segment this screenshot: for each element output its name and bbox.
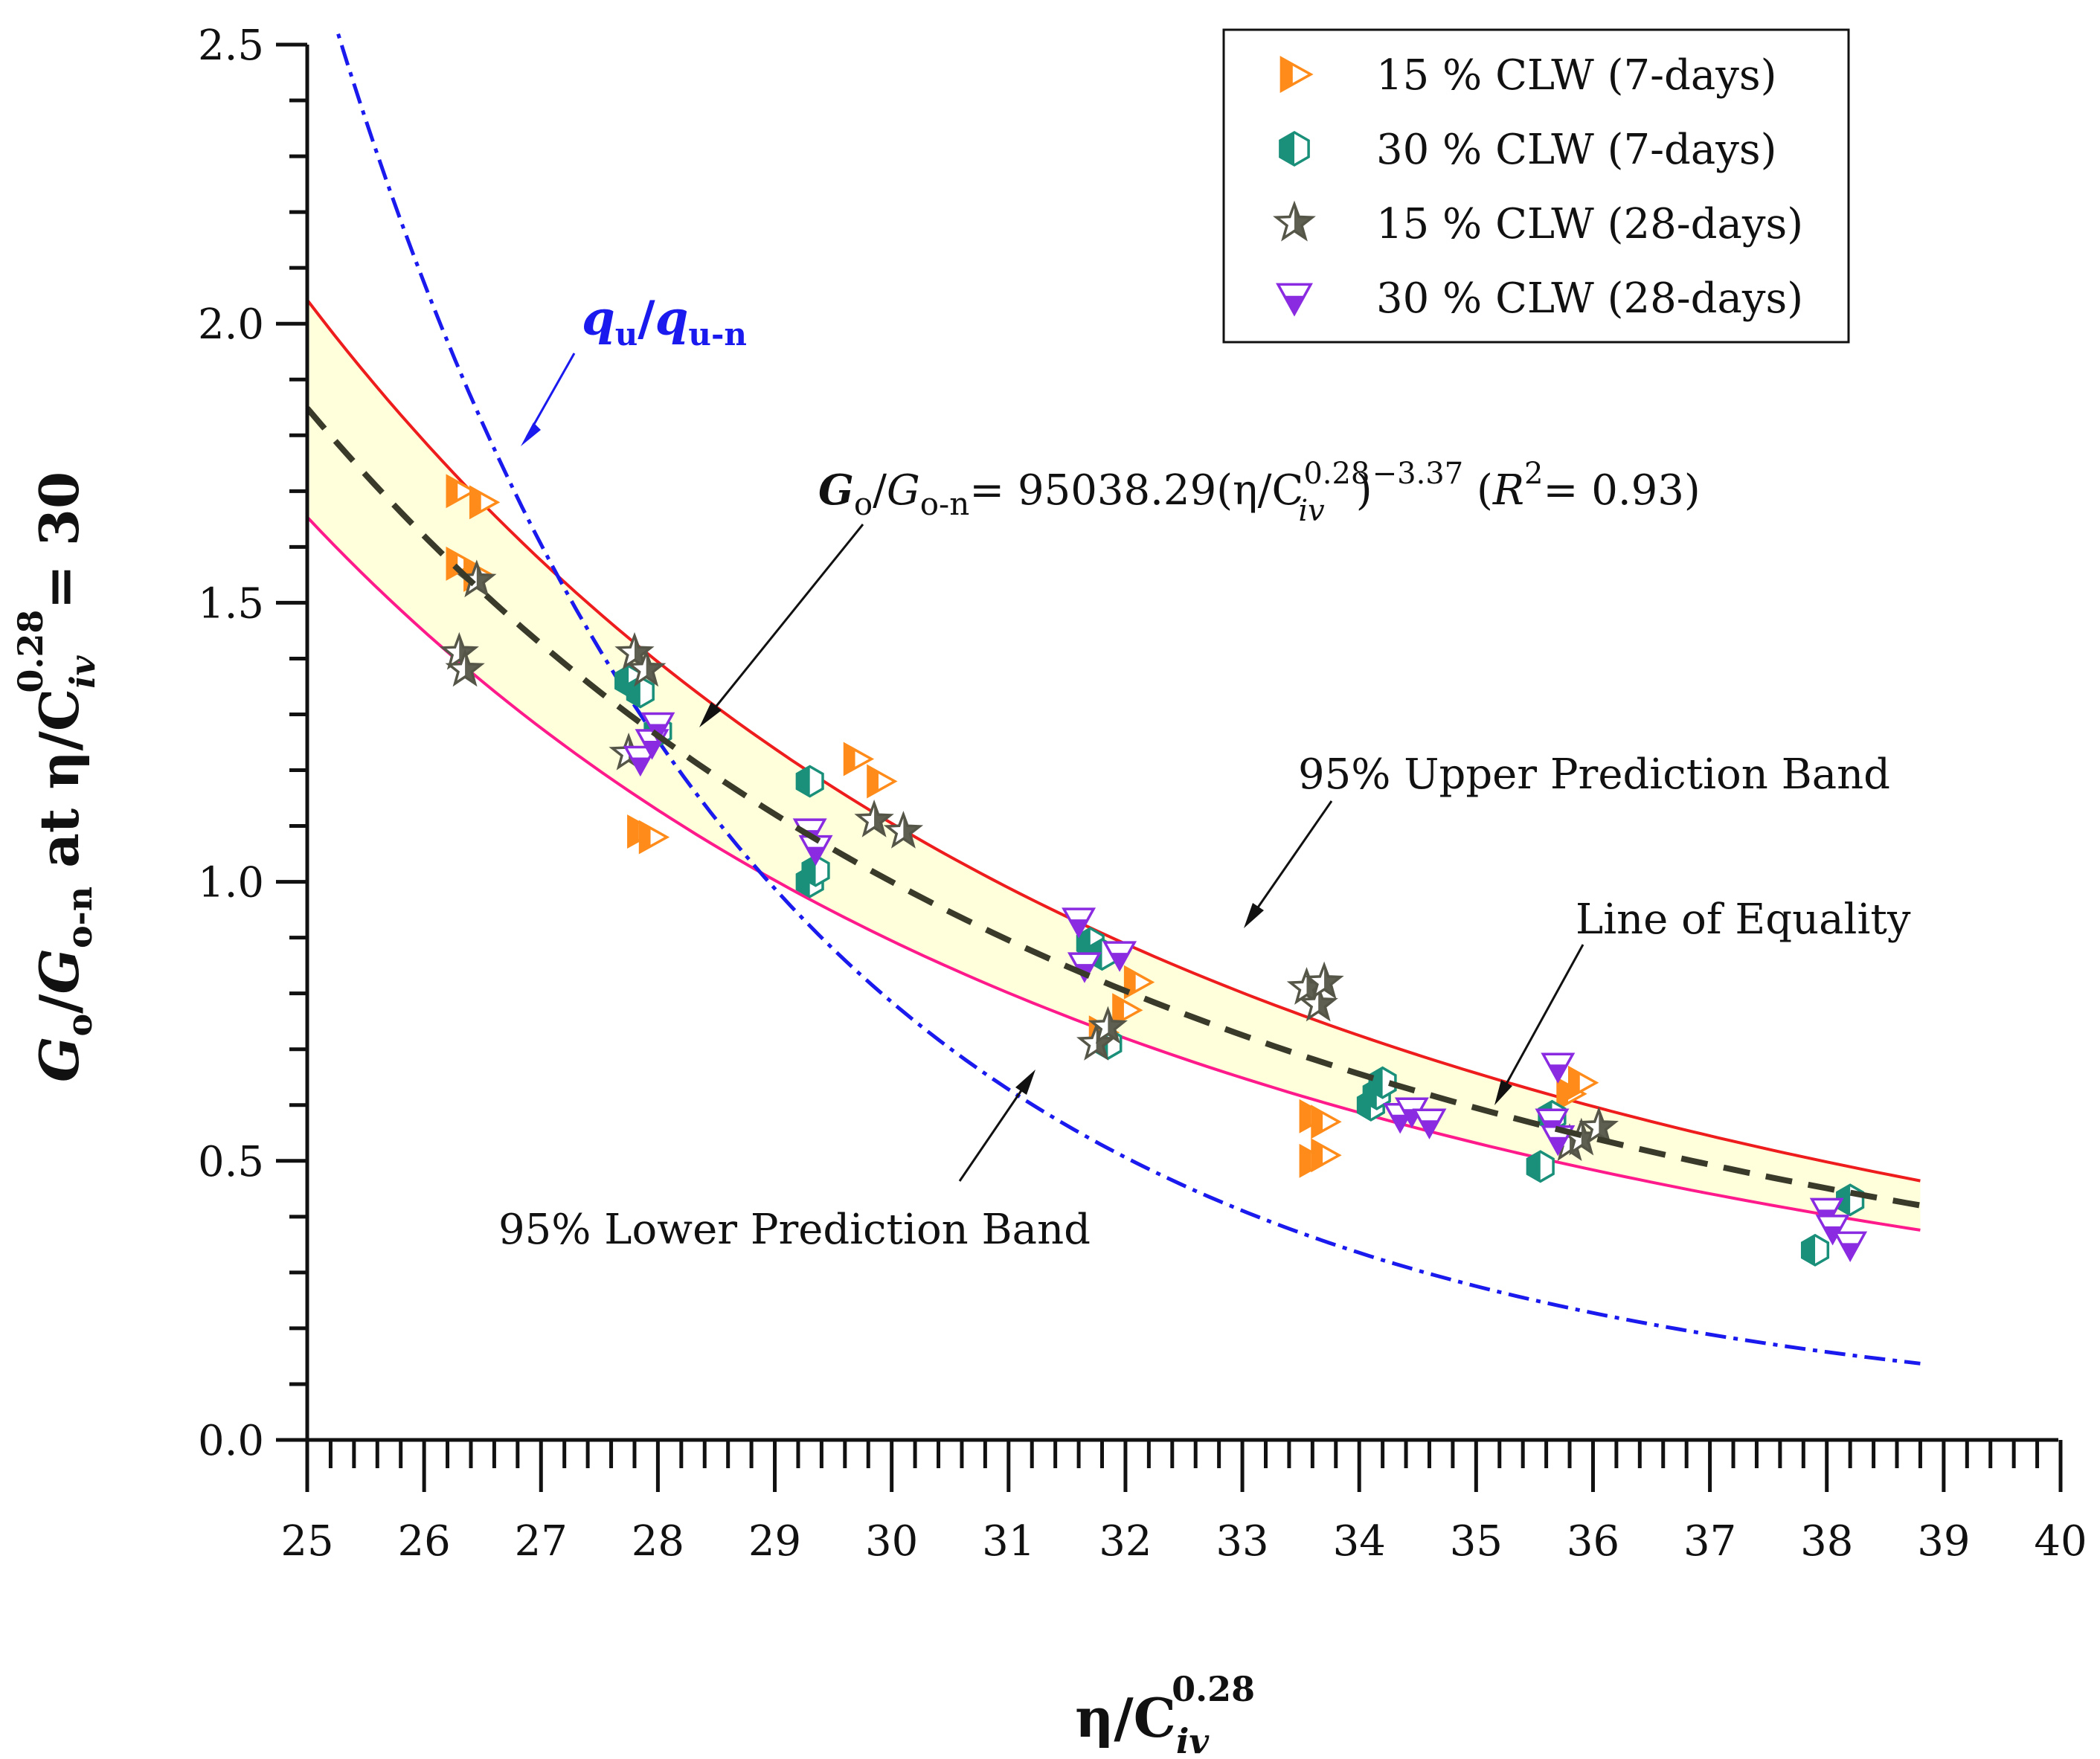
data-point-triangle-right bbox=[1568, 1065, 1599, 1100]
x-tick-label: 32 bbox=[1099, 1517, 1152, 1566]
qu-ratio-arrowhead bbox=[521, 422, 541, 446]
x-tick-label: 38 bbox=[1800, 1517, 1853, 1566]
y-tick-label: 1.0 bbox=[198, 859, 264, 907]
upper-band-label: 95% Upper Prediction Band bbox=[1298, 750, 1890, 799]
lower-band-arrow bbox=[958, 1080, 1030, 1182]
upper-band-arrowhead bbox=[1244, 903, 1264, 928]
legend-marker-triangle-down bbox=[1276, 283, 1313, 317]
data-point-star bbox=[854, 800, 894, 837]
data-point-hexagon bbox=[1526, 1150, 1555, 1183]
data-point-hexagon bbox=[1800, 1233, 1830, 1267]
data-point-triangle-right bbox=[1311, 1104, 1342, 1139]
equality-arrowhead bbox=[1494, 1080, 1512, 1105]
y-axis-title: Go/Go-n at η/Civ0.28= 30 bbox=[10, 472, 103, 1082]
upper-band-arrow bbox=[1250, 800, 1333, 918]
prediction-band-fill bbox=[307, 300, 1921, 1230]
equation-arrow bbox=[707, 524, 864, 717]
legend-marker-hexagon bbox=[1279, 130, 1310, 167]
lower-band-arrowhead bbox=[1015, 1070, 1035, 1095]
legend-label: 15 % CLW (7-days) bbox=[1376, 51, 1776, 100]
x-tick-label: 31 bbox=[982, 1517, 1035, 1566]
x-ticks: 25 26 27 28 29 30 31 32 33 34 35 36 37 38 39 40 bbox=[280, 1440, 2087, 1566]
data-point-triangle-right bbox=[1311, 1138, 1342, 1173]
data-point-triangle-right bbox=[469, 485, 501, 520]
x-tick-label: 36 bbox=[1567, 1517, 1619, 1566]
legend-label: 30 % CLW (28-days) bbox=[1376, 274, 1803, 323]
legend-box bbox=[1222, 28, 1850, 344]
data-point-triangle-right bbox=[867, 764, 898, 799]
equality-arrow bbox=[1500, 944, 1584, 1094]
data-point-triangle-right bbox=[638, 820, 670, 855]
axes bbox=[305, 45, 2058, 1442]
legend-marker-triangle-right bbox=[1279, 56, 1314, 93]
legend: 15 % CLW (7-days) 30 % CLW (7-days) 15 % C… bbox=[1222, 28, 1850, 344]
legend-label: 30 % CLW (7-days) bbox=[1376, 126, 1776, 174]
y-tick-label: 0.5 bbox=[198, 1138, 264, 1186]
data-point-star bbox=[883, 811, 924, 849]
qu-ratio-label: qu/qu-n bbox=[582, 291, 747, 353]
y-tick-label: 2.5 bbox=[198, 22, 264, 70]
data-point-triangle-down bbox=[1541, 1052, 1576, 1084]
y-ticks: 0.0 0.5 1.0 1.5 2.0 2.5 bbox=[198, 22, 307, 1465]
data-point-triangle-down bbox=[623, 745, 658, 777]
equality-label: Line of Equality bbox=[1576, 895, 1911, 944]
annotations: qu/qu-n Go/Go-n= 95038.29(η/C0.28 iv)−3.3… bbox=[498, 291, 1911, 1254]
data-point-star bbox=[1088, 1006, 1128, 1044]
x-tick-label: 27 bbox=[515, 1517, 568, 1566]
x-axis-title: η/Civ0.28 bbox=[1075, 1669, 1255, 1759]
data-point-star bbox=[1298, 983, 1338, 1022]
legend-marker-star bbox=[1273, 200, 1316, 242]
equation-label: Go/Go-n= 95038.29(η/C0.28 iv)−3.37 (R2= 0… bbox=[818, 457, 1701, 528]
x-tick-label: 33 bbox=[1216, 1517, 1268, 1566]
fitted-curve bbox=[306, 406, 1921, 1209]
data-point-star bbox=[614, 631, 655, 670]
data-point-star bbox=[445, 649, 485, 687]
data-point-triangle-down bbox=[1815, 1215, 1850, 1246]
qu-ratio-curve bbox=[335, 30, 1921, 1366]
data-point-triangle-down bbox=[1833, 1231, 1868, 1262]
x-tick-label: 34 bbox=[1333, 1517, 1386, 1566]
x-tick-label: 28 bbox=[632, 1517, 684, 1566]
data-point-triangle-right bbox=[843, 742, 875, 776]
y-tick-label: 0.0 bbox=[198, 1417, 264, 1465]
qu-ratio-arrow bbox=[525, 353, 576, 438]
data-point-triangle-right bbox=[1112, 993, 1143, 1028]
data-point-triangle-right bbox=[1123, 965, 1155, 1000]
x-tick-label: 37 bbox=[1683, 1517, 1736, 1566]
y-tick-label: 1.5 bbox=[198, 579, 264, 628]
data-point-triangle-down bbox=[1102, 941, 1137, 972]
data-point-triangle-right bbox=[446, 474, 477, 509]
legend-label: 15 % CLW (28-days) bbox=[1376, 200, 1803, 248]
data-point-hexagon bbox=[801, 854, 830, 887]
x-tick-label: 26 bbox=[398, 1517, 451, 1566]
data-point-star bbox=[1304, 961, 1344, 1000]
data-point-star bbox=[626, 649, 667, 687]
x-tick-label: 29 bbox=[748, 1517, 801, 1566]
x-tick-label: 30 bbox=[865, 1517, 918, 1566]
data-point-triangle-down bbox=[1412, 1108, 1447, 1139]
y-tick-label: 2.0 bbox=[198, 300, 264, 349]
data-point-star bbox=[1579, 1106, 1619, 1145]
data-point-triangle-down bbox=[1062, 907, 1096, 939]
lower-band-label: 95% Lower Prediction Band bbox=[498, 1206, 1091, 1254]
x-tick-label: 39 bbox=[1917, 1517, 1970, 1566]
x-tick-label: 35 bbox=[1450, 1517, 1503, 1566]
equation-arrowhead bbox=[699, 702, 722, 727]
upper-prediction-band-curve bbox=[306, 299, 1921, 1183]
x-tick-label: 25 bbox=[280, 1517, 333, 1566]
data-point-triangle-right bbox=[446, 546, 477, 581]
data-point-hexagon bbox=[795, 765, 824, 798]
x-tick-label: 40 bbox=[2034, 1517, 2087, 1566]
data-point-hexagon bbox=[626, 675, 655, 709]
